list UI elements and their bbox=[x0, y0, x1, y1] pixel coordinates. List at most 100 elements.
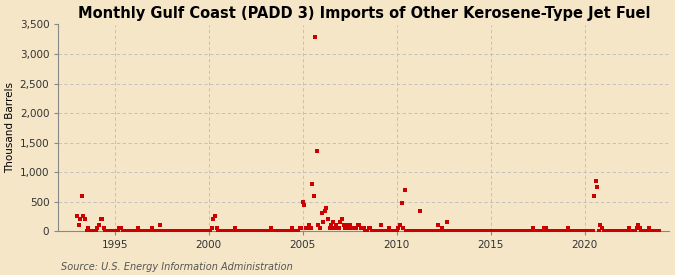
Point bbox=[171, 229, 182, 233]
Point bbox=[307, 182, 318, 186]
Point bbox=[612, 229, 623, 233]
Point bbox=[338, 223, 349, 227]
Point bbox=[76, 194, 87, 198]
Point bbox=[144, 229, 155, 233]
Point bbox=[352, 223, 363, 227]
Point bbox=[235, 229, 246, 233]
Point bbox=[551, 229, 562, 233]
Point bbox=[651, 229, 662, 233]
Point bbox=[280, 229, 291, 233]
Point bbox=[132, 229, 142, 233]
Point bbox=[524, 229, 535, 233]
Point bbox=[167, 229, 178, 233]
Point bbox=[177, 229, 188, 233]
Point bbox=[152, 229, 163, 233]
Point bbox=[601, 229, 612, 233]
Point bbox=[78, 214, 89, 219]
Point bbox=[564, 229, 574, 233]
Point bbox=[186, 229, 197, 233]
Point bbox=[396, 201, 407, 205]
Point bbox=[593, 229, 604, 233]
Point bbox=[337, 217, 348, 222]
Point bbox=[381, 229, 392, 233]
Point bbox=[493, 229, 504, 233]
Point bbox=[452, 229, 463, 233]
Point bbox=[489, 229, 500, 233]
Point bbox=[465, 229, 476, 233]
Point bbox=[302, 226, 313, 230]
Point bbox=[203, 229, 214, 233]
Point bbox=[402, 229, 413, 233]
Point bbox=[501, 229, 512, 233]
Point bbox=[406, 229, 416, 233]
Point bbox=[176, 229, 186, 233]
Point bbox=[415, 208, 426, 213]
Point bbox=[227, 229, 238, 233]
Point bbox=[649, 229, 659, 233]
Point bbox=[529, 229, 540, 233]
Point bbox=[641, 229, 651, 233]
Point bbox=[412, 229, 423, 233]
Point bbox=[72, 214, 82, 219]
Point bbox=[642, 229, 653, 233]
Point bbox=[504, 229, 515, 233]
Point bbox=[562, 226, 573, 230]
Point bbox=[350, 226, 361, 230]
Point bbox=[290, 229, 300, 233]
Point bbox=[113, 229, 124, 233]
Point bbox=[517, 229, 528, 233]
Point bbox=[284, 229, 294, 233]
Point bbox=[364, 226, 375, 230]
Point bbox=[491, 229, 502, 233]
Point bbox=[316, 211, 327, 216]
Point bbox=[299, 202, 310, 207]
Point bbox=[256, 229, 267, 233]
Point bbox=[446, 229, 457, 233]
Point bbox=[468, 229, 479, 233]
Point bbox=[600, 229, 611, 233]
Point bbox=[609, 229, 620, 233]
Point bbox=[598, 229, 609, 233]
Point bbox=[420, 229, 431, 233]
Point bbox=[99, 226, 109, 230]
Point bbox=[286, 226, 297, 230]
Point bbox=[274, 229, 285, 233]
Point bbox=[291, 229, 302, 233]
Point bbox=[217, 229, 228, 233]
Title: Monthly Gulf Coast (PADD 3) Imports of Other Kerosene-Type Jet Fuel: Monthly Gulf Coast (PADD 3) Imports of O… bbox=[78, 6, 650, 21]
Point bbox=[133, 226, 144, 230]
Point bbox=[462, 229, 472, 233]
Point bbox=[210, 214, 221, 219]
Point bbox=[254, 229, 265, 233]
Point bbox=[570, 229, 580, 233]
Point bbox=[268, 229, 279, 233]
Point bbox=[644, 226, 655, 230]
Point bbox=[393, 226, 404, 230]
Point bbox=[595, 223, 606, 227]
Point bbox=[281, 229, 292, 233]
Point bbox=[348, 226, 358, 230]
Point bbox=[94, 223, 105, 227]
Point bbox=[169, 229, 180, 233]
Point bbox=[222, 229, 233, 233]
Point bbox=[310, 35, 321, 40]
Point bbox=[146, 229, 157, 233]
Point bbox=[275, 229, 286, 233]
Point bbox=[584, 229, 595, 233]
Point bbox=[153, 229, 164, 233]
Point bbox=[512, 229, 523, 233]
Point bbox=[357, 226, 368, 230]
Point bbox=[556, 229, 567, 233]
Point bbox=[534, 229, 545, 233]
Point bbox=[173, 229, 184, 233]
Point bbox=[75, 217, 86, 222]
Point bbox=[324, 226, 335, 230]
Point bbox=[616, 229, 626, 233]
Point bbox=[451, 229, 462, 233]
Point bbox=[392, 229, 402, 233]
Point bbox=[371, 229, 382, 233]
Point bbox=[518, 229, 529, 233]
Point bbox=[277, 229, 288, 233]
Point bbox=[470, 229, 481, 233]
Point bbox=[574, 229, 585, 233]
